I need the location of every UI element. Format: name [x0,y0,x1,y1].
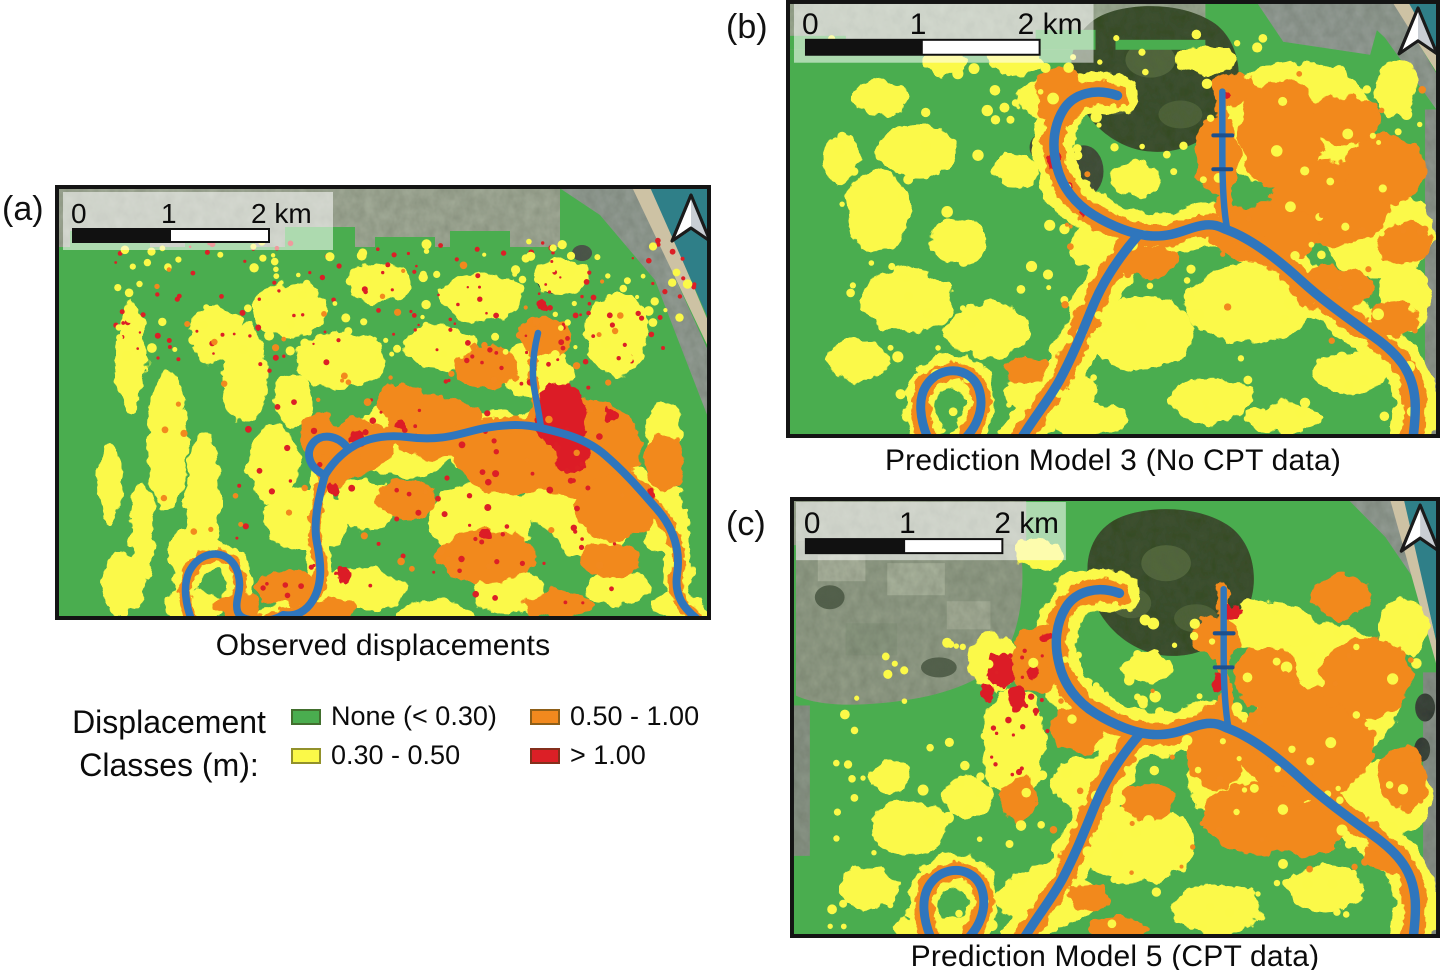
map-a-scalebar: 0 1 2 km [63,192,333,250]
map-b-scalebar: 0 1 2 km [793,2,1094,63]
map-observed-displacements: 0 1 2 km [55,185,711,620]
scalebar-a-2km: 2 km [251,198,312,229]
legend-swatch-red [530,747,560,764]
map-a-speckles [113,237,697,605]
panel-a-label: (a) [2,190,44,228]
map-c-scalebar: 0 1 2 km [795,502,1066,561]
map-a-canvas: 0 1 2 km [55,185,711,620]
legend-label-high: > 1.00 [570,740,646,770]
scalebar-c-1: 1 [899,507,916,540]
scalebar-a-0: 0 [71,198,87,229]
legend-item-none: None (< 0.30) [291,701,497,732]
map-b-canvas: 0 1 2 km [786,0,1440,438]
map-prediction-model-3: 0 1 2 km [786,0,1440,438]
map-a-beach [631,185,711,353]
map-c-river [919,584,1421,938]
panel-b-label: (b) [726,8,768,46]
scalebar-a-1: 1 [161,198,177,229]
panel-c-label: (c) [726,505,766,543]
caption-observed: Observed displacements [215,629,551,662]
legend-label-low: 0.30 - 0.50 [331,740,461,770]
map-b-river [916,87,1421,438]
scalebar-c-2km: 2 km [994,507,1058,540]
map-c-border [790,497,1440,938]
north-arrow-icon [1399,503,1440,553]
caption-model-3: Prediction Model 3 (No CPT data) [884,444,1342,477]
map-c-speckles [827,605,1425,932]
map-a-river [181,329,701,620]
legend-title-line1: Displacement [72,704,266,740]
legend-label-none: None (< 0.30) [331,701,497,731]
legend-item-mid: 0.50 - 1.00 [530,701,699,732]
legend-title-line2: Classes (m): [79,747,259,783]
map-b-border [786,0,1440,438]
legend-title: Displacement Classes (m): [50,701,288,787]
map-a-border [55,185,711,620]
caption-model-5: Prediction Model 5 (CPT data) [910,940,1320,970]
north-arrow-icon [1397,6,1439,56]
legend-swatch-green [291,708,321,725]
map-c-canvas: 0 1 2 km [790,497,1440,938]
north-arrow-icon [670,193,711,243]
map-prediction-model-5: 0 1 2 km [790,497,1440,938]
legend-item-high: > 1.00 [530,740,646,771]
scalebar-b-2km: 2 km [1018,8,1083,41]
legend-swatch-yellow [291,747,321,764]
scalebar-c-0: 0 [804,507,821,540]
legend-swatch-orange [530,708,560,725]
legend-label-mid: 0.50 - 1.00 [570,701,700,731]
map-c-red-blobs [981,606,1240,712]
legend-item-low: 0.30 - 0.50 [291,740,460,771]
scalebar-b-1: 1 [910,8,927,41]
scalebar-b-0: 0 [802,8,819,41]
